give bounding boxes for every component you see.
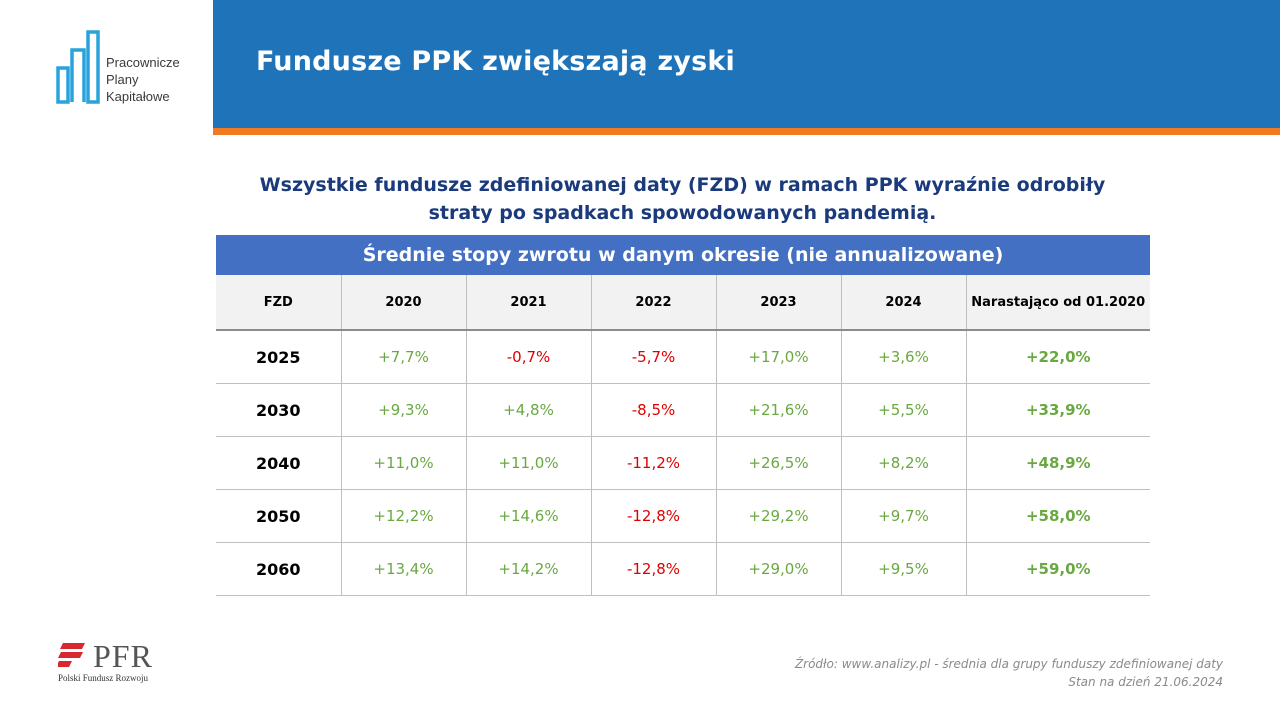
source-line: Źródło: www.analizy.pl - średnia dla gru… [794,657,1223,671]
return-cell: +9,5% [841,542,967,596]
column-header-fzd: FZD [216,275,342,331]
return-cell: +14,2% [466,542,592,596]
ppk-logo-text: Pracownicze Plany Kapitałowe [106,54,180,105]
table-caption: Średnie stopy zwrotu w danym okresie (ni… [216,235,1150,275]
return-cell: +12,2% [341,489,467,543]
cumulative-return-cell: +58,0% [966,489,1150,543]
return-cell: +17,0% [716,330,842,384]
return-cell: +29,2% [716,489,842,543]
return-cell: +13,4% [341,542,467,596]
return-cell: -5,7% [591,330,717,384]
return-cell: -12,8% [591,489,717,543]
ppk-buildings-logo-icon [56,30,100,104]
fzd-cell: 2050 [216,489,342,543]
subtitle-line: Wszystkie fundusze zdefiniowanej daty (F… [259,174,1106,196]
column-header-year: 2024 [841,275,967,331]
column-header-year: 2022 [591,275,717,331]
return-cell: -8,5% [591,383,717,437]
ppk-logo: Pracownicze Plany Kapitałowe [0,0,213,135]
page-title: Fundusze PPK zwiększają zyski [256,46,735,77]
pfr-logo-text: PFR [93,638,153,674]
return-cell: +7,7% [341,330,467,384]
column-header-year: 2021 [466,275,592,331]
slide-subtitle: Wszystkie fundusze zdefiniowanej daty (F… [215,171,1150,227]
column-header-year: 2020 [341,275,467,331]
table-row: 2030 +9,3% +4,8% -8,5% +21,6% +5,5% +33,… [216,383,1150,437]
pfr-flag-icon [58,643,85,667]
return-cell: +5,5% [841,383,967,437]
return-cell: +9,3% [341,383,467,437]
cumulative-return-cell: +33,9% [966,383,1150,437]
column-header-year: 2023 [716,275,842,331]
fzd-cell: 2025 [216,330,342,384]
table-row: 2040 +11,0% +11,0% -11,2% +26,5% +8,2% +… [216,436,1150,490]
table-row: 2025 +7,7% -0,7% -5,7% +17,0% +3,6% +22,… [216,330,1150,384]
return-cell: -11,2% [591,436,717,490]
return-cell: +9,7% [841,489,967,543]
fzd-cell: 2040 [216,436,342,490]
return-cell: +29,0% [716,542,842,596]
return-cell: +21,6% [716,383,842,437]
logo-line: Plany [106,72,139,87]
cumulative-return-cell: +59,0% [966,542,1150,596]
table-header-row: FZD 2020 2021 2022 2023 2024 Narastająco… [216,275,1150,331]
return-cell: +11,0% [466,436,592,490]
table-row: 2060 +13,4% +14,2% -12,8% +29,0% +9,5% +… [216,542,1150,596]
header-accent-stripe [213,128,1280,135]
returns-table: FZD 2020 2021 2022 2023 2024 Narastająco… [216,275,1150,596]
header-band [213,0,1280,128]
source-note: Źródło: www.analizy.pl - średnia dla gru… [795,655,1223,691]
source-date: Stan na dzień 21.06.2024 [1068,675,1223,689]
logo-line: Pracownicze [106,55,180,70]
return-cell: +26,5% [716,436,842,490]
fzd-cell: 2060 [216,542,342,596]
cumulative-return-cell: +48,9% [966,436,1150,490]
return-cell: +11,0% [341,436,467,490]
return-cell: +4,8% [466,383,592,437]
return-cell: +3,6% [841,330,967,384]
return-cell: -0,7% [466,330,592,384]
subtitle-line: straty po spadkach spowodowanych pandemi… [428,202,937,224]
return-cell: +8,2% [841,436,967,490]
logo-line: Kapitałowe [106,89,170,104]
pfr-logo-subtitle: Polski Fundusz Rozwoju [58,673,149,683]
cumulative-return-cell: +22,0% [966,330,1150,384]
fzd-cell: 2030 [216,383,342,437]
column-header-cumulative: Narastająco od 01.2020 [966,275,1150,331]
return-cell: +14,6% [466,489,592,543]
return-cell: -12,8% [591,542,717,596]
table-row: 2050 +12,2% +14,6% -12,8% +29,2% +9,7% +… [216,489,1150,543]
